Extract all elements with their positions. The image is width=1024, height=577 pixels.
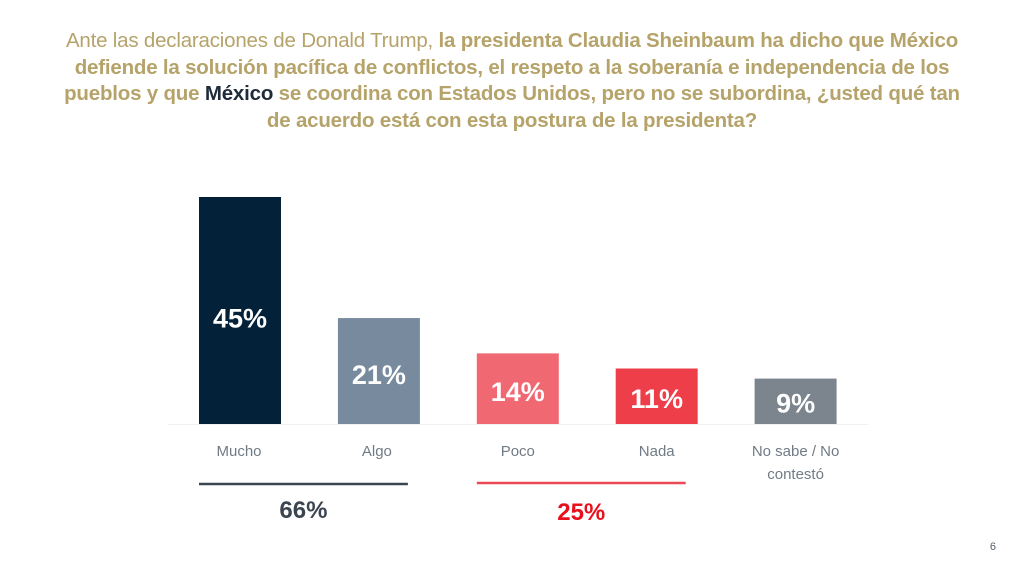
- bar-no-sabe-no-contest-: [754, 378, 837, 424]
- category-label: No sabe / No: [752, 443, 840, 460]
- bar-value-label: 11%: [630, 384, 683, 414]
- bar-algo: [337, 318, 420, 424]
- chart-title: Ante las declaraciones de Donald Trump, …: [60, 28, 964, 134]
- bar-value-label: 45%: [213, 303, 267, 333]
- title-segment-bold: la presidenta Claudia Sheinbaum ha dicho…: [64, 29, 959, 105]
- bar-value-label: 9%: [776, 389, 815, 419]
- bar-value-label: 21%: [352, 360, 406, 390]
- group-total-label: 66%: [279, 497, 327, 524]
- page-number: 6: [989, 541, 996, 553]
- bar-mucho: [199, 197, 281, 424]
- title-segment-bold: se coordina con Estados Unidos, pero no …: [266, 82, 960, 132]
- bar-poco: [476, 353, 559, 424]
- category-label: Mucho: [216, 443, 261, 460]
- category-label: Algo: [362, 443, 392, 460]
- group-total-label: 25%: [557, 499, 605, 526]
- bar-nada: [615, 368, 698, 424]
- bar-value-label: 14%: [491, 377, 545, 407]
- category-label: contestó: [767, 466, 824, 483]
- title-segment-normal: Ante las declaraciones de Donald Trump,: [65, 29, 439, 52]
- title-segment-accent: México: [204, 82, 274, 105]
- category-label: Nada: [639, 443, 676, 460]
- category-label: Poco: [501, 443, 535, 460]
